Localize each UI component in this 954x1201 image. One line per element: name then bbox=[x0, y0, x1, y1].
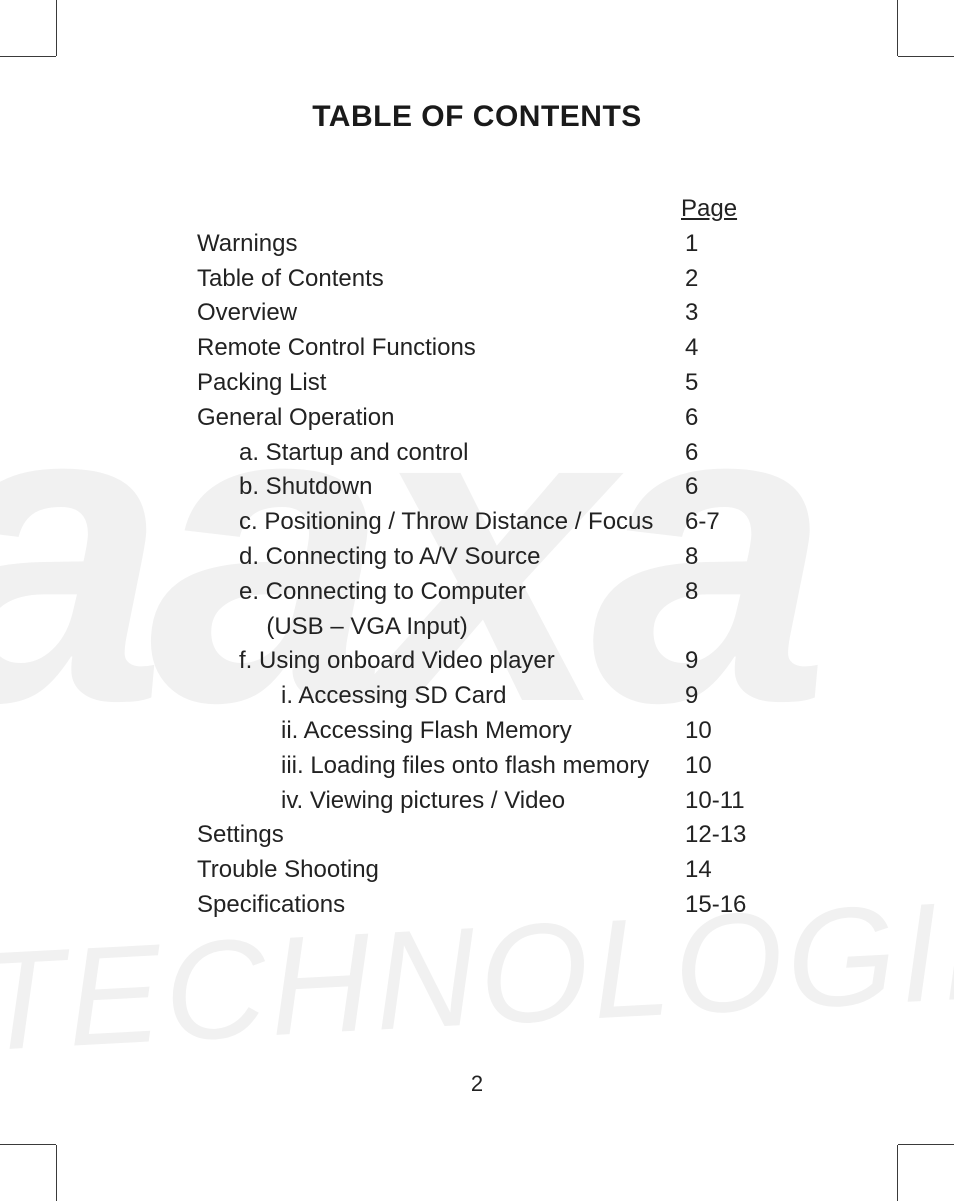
toc-row: Settings 12-13 bbox=[197, 818, 757, 853]
toc-page: 6 bbox=[677, 436, 757, 471]
toc-label: Table of Contents bbox=[197, 262, 677, 297]
toc-page: 6 bbox=[677, 470, 757, 505]
toc-row: Table of Contents 2 bbox=[197, 262, 757, 297]
toc-page: 10-11 bbox=[677, 784, 757, 819]
toc-label: i. Accessing SD Card bbox=[197, 679, 677, 714]
toc-row: i. Accessing SD Card 9 bbox=[197, 679, 757, 714]
toc-row: General Operation 6 bbox=[197, 401, 757, 436]
toc-label: d. Connecting to A/V Source bbox=[197, 540, 677, 575]
toc-label: Remote Control Functions bbox=[197, 331, 677, 366]
toc-row: a. Startup and control 6 bbox=[197, 436, 757, 471]
toc-label: f. Using onboard Video player bbox=[197, 644, 677, 679]
toc-row: Trouble Shooting 14 bbox=[197, 853, 757, 888]
toc-label: Settings bbox=[197, 818, 677, 853]
toc-row: iv. Viewing pictures / Video 10-11 bbox=[197, 784, 757, 819]
toc-page: 12-13 bbox=[677, 818, 757, 853]
toc-row: c. Positioning / Throw Distance / Focus … bbox=[197, 505, 757, 540]
toc-label: Warnings bbox=[197, 227, 677, 262]
toc-row: (USB – VGA Input) bbox=[197, 610, 757, 645]
toc-row: b. Shutdown 6 bbox=[197, 470, 757, 505]
toc-row: e. Connecting to Computer 8 bbox=[197, 575, 757, 610]
toc-page: 10 bbox=[677, 714, 757, 749]
toc-page: 6-7 bbox=[677, 505, 757, 540]
page-title: TABLE OF CONTENTS bbox=[60, 100, 894, 134]
toc-label: General Operation bbox=[197, 401, 677, 436]
toc-label: c. Positioning / Throw Distance / Focus bbox=[197, 505, 677, 540]
toc-page: 4 bbox=[677, 331, 757, 366]
toc-label: e. Connecting to Computer bbox=[197, 575, 677, 610]
toc-label: Packing List bbox=[197, 366, 677, 401]
toc-label: (USB – VGA Input) bbox=[197, 610, 677, 645]
toc-label: iv. Viewing pictures / Video bbox=[197, 784, 677, 819]
toc-label: ii. Accessing Flash Memory bbox=[197, 714, 677, 749]
toc-row: Remote Control Functions 4 bbox=[197, 331, 757, 366]
toc-page: 6 bbox=[677, 401, 757, 436]
toc-row: f. Using onboard Video player 9 bbox=[197, 644, 757, 679]
toc-row: Specifications 15-16 bbox=[197, 888, 757, 923]
table-of-contents: Page Warnings 1 Table of Contents 2 Over… bbox=[197, 192, 757, 923]
toc-page: 8 bbox=[677, 575, 757, 610]
toc-page: 9 bbox=[677, 644, 757, 679]
toc-page: 14 bbox=[677, 853, 757, 888]
toc-page: 9 bbox=[677, 679, 757, 714]
toc-page: 2 bbox=[677, 262, 757, 297]
toc-label: Trouble Shooting bbox=[197, 853, 677, 888]
page-column-header: Page bbox=[677, 192, 757, 227]
toc-row: ii. Accessing Flash Memory 10 bbox=[197, 714, 757, 749]
toc-row: Warnings 1 bbox=[197, 227, 757, 262]
toc-label: b. Shutdown bbox=[197, 470, 677, 505]
toc-page: 8 bbox=[677, 540, 757, 575]
toc-page: 15-16 bbox=[677, 888, 757, 923]
toc-header-row: Page bbox=[197, 192, 757, 227]
toc-row: iii. Loading files onto flash memory 10 bbox=[197, 749, 757, 784]
toc-page: 5 bbox=[677, 366, 757, 401]
page-body: TABLE OF CONTENTS Page Warnings 1 Table … bbox=[0, 0, 954, 1201]
toc-page: 10 bbox=[677, 749, 757, 784]
page-number: 2 bbox=[0, 1071, 954, 1097]
toc-page: 1 bbox=[677, 227, 757, 262]
toc-label: Overview bbox=[197, 296, 677, 331]
toc-label: Specifications bbox=[197, 888, 677, 923]
toc-page: 3 bbox=[677, 296, 757, 331]
toc-row: d. Connecting to A/V Source 8 bbox=[197, 540, 757, 575]
toc-row: Overview 3 bbox=[197, 296, 757, 331]
toc-label: a. Startup and control bbox=[197, 436, 677, 471]
toc-label: iii. Loading files onto flash memory bbox=[197, 749, 677, 784]
toc-row: Packing List 5 bbox=[197, 366, 757, 401]
